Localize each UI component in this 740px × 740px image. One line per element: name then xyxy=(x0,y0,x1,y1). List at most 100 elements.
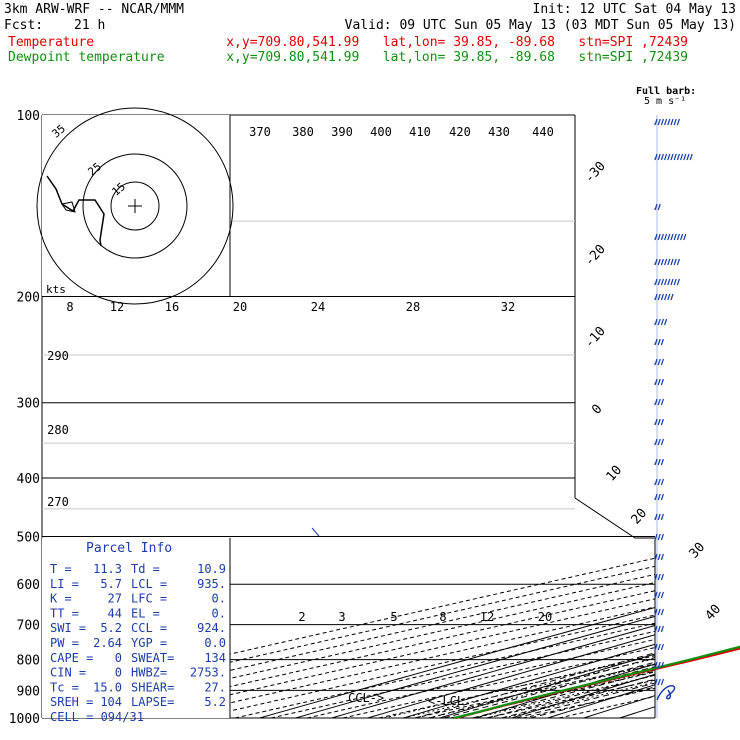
isotherm-label: 10 xyxy=(604,463,626,485)
wind-barb xyxy=(660,378,664,386)
wind-barb xyxy=(680,233,684,241)
right-axis-step xyxy=(574,497,655,539)
wind-barb xyxy=(654,418,658,426)
moist-adiabat xyxy=(458,296,655,718)
wind-barb xyxy=(654,358,658,366)
wind-barb xyxy=(660,458,664,466)
parcel-info-label: K = xyxy=(50,592,72,606)
wind-barb xyxy=(660,643,664,651)
theta-label: 440 xyxy=(532,125,554,139)
model-title: 3km ARW-WRF -- NCAR/MMM xyxy=(4,2,185,17)
parcel-info-label: LAPSE= xyxy=(131,695,174,709)
hodograph-axis-label: 12 xyxy=(110,300,124,314)
parcel-info-value: 27 xyxy=(108,592,122,606)
wind-barb xyxy=(673,258,677,266)
wind-barb xyxy=(676,118,680,126)
isotherm xyxy=(234,115,655,718)
parcel-info-value: 5.7 xyxy=(100,577,122,591)
wind-barb xyxy=(667,118,671,126)
wind-barb xyxy=(660,318,664,326)
wind-barb xyxy=(657,293,661,301)
isotherm xyxy=(306,115,655,718)
wind-barb xyxy=(654,338,658,346)
hodograph-units: kts xyxy=(46,283,66,296)
wind-barb xyxy=(657,338,661,346)
dry-adiabat xyxy=(692,115,740,718)
parcel-info-label: PW = xyxy=(50,636,79,650)
pressure-tick-label: 1000 xyxy=(9,712,40,727)
wind-legend-unit: 5 m s⁻¹ xyxy=(644,96,686,107)
hodograph-axis-label: 28 xyxy=(406,300,420,314)
wind-barb xyxy=(664,318,668,326)
sounding-traces xyxy=(453,645,740,720)
parcel-info-label: CIN = xyxy=(50,666,86,680)
wind-barb xyxy=(660,278,664,286)
wind-barb xyxy=(683,153,687,161)
wind-barb xyxy=(667,233,671,241)
el-marker xyxy=(311,527,320,537)
moist-adiabat xyxy=(486,296,655,718)
theta-label: 410 xyxy=(409,125,431,139)
wind-barb xyxy=(654,398,658,406)
wind-barb xyxy=(657,661,661,669)
wind-barb xyxy=(683,233,687,241)
wind-barb xyxy=(673,278,677,286)
wind-barb xyxy=(657,398,661,406)
wind-barb xyxy=(654,533,658,541)
isotherm xyxy=(270,115,655,718)
wind-barb xyxy=(654,118,658,126)
parcel-info-label: HWBZ= xyxy=(131,666,167,680)
mixing-ratio-label: 20 xyxy=(538,610,552,624)
wind-barb xyxy=(670,258,674,266)
parcel-info-label: CAPE = xyxy=(50,651,93,665)
hodograph-ring-inner xyxy=(110,181,160,231)
moist-adiabat xyxy=(414,296,655,718)
wind-barb xyxy=(654,318,658,326)
wind-barb xyxy=(654,591,658,599)
wind-barb xyxy=(657,438,661,446)
moist-adiabat xyxy=(443,296,655,718)
parcel-info-value: 5.2 xyxy=(100,621,122,635)
mixing-ratio-line xyxy=(474,583,655,718)
dry-adiabat xyxy=(475,115,655,718)
theta-label: 270 xyxy=(47,495,69,509)
mixing-ratio-label: 3 xyxy=(338,610,345,624)
dry-adiabat xyxy=(583,115,655,718)
wind-barb xyxy=(657,625,661,633)
wind-barb xyxy=(654,233,658,241)
wind-barb xyxy=(657,378,661,386)
wind-barb xyxy=(654,203,658,211)
wind-barb xyxy=(657,278,661,286)
wind-barb xyxy=(657,513,661,521)
wind-barb xyxy=(689,153,693,161)
pressure-tick-label: 500 xyxy=(17,530,40,545)
wind-barb xyxy=(670,233,674,241)
wind-barb xyxy=(670,278,674,286)
wind-barb xyxy=(660,438,664,446)
parcel-info-value: 0 xyxy=(115,666,122,680)
moist-adiabats xyxy=(414,296,655,718)
forecast-label: Fcst: xyxy=(4,18,44,33)
wind-barb xyxy=(664,118,668,126)
pressure-tick-label: 800 xyxy=(17,654,40,669)
moist-adiabat xyxy=(429,296,655,718)
isotherm-label: -20 xyxy=(582,242,609,269)
isotherm xyxy=(42,115,655,718)
mixing-ratio-label: 8 xyxy=(439,610,446,624)
wind-barb xyxy=(654,608,658,616)
dry-adiabat xyxy=(259,115,655,718)
wind-barb xyxy=(673,233,677,241)
wind-barb xyxy=(657,553,661,561)
parcel-info-background xyxy=(42,538,230,718)
wind-barb xyxy=(676,233,680,241)
isotherm xyxy=(342,115,655,718)
wind-barb xyxy=(667,278,671,286)
theta-label: 380 xyxy=(292,125,314,139)
parcel-info-value: 0.0 xyxy=(204,636,226,650)
parcel-info-value: 5.2 xyxy=(204,695,226,709)
pressure-tick-label: 900 xyxy=(17,684,40,699)
wind-barb xyxy=(654,513,658,521)
wind-barb xyxy=(660,678,664,686)
isotherm xyxy=(54,115,655,718)
